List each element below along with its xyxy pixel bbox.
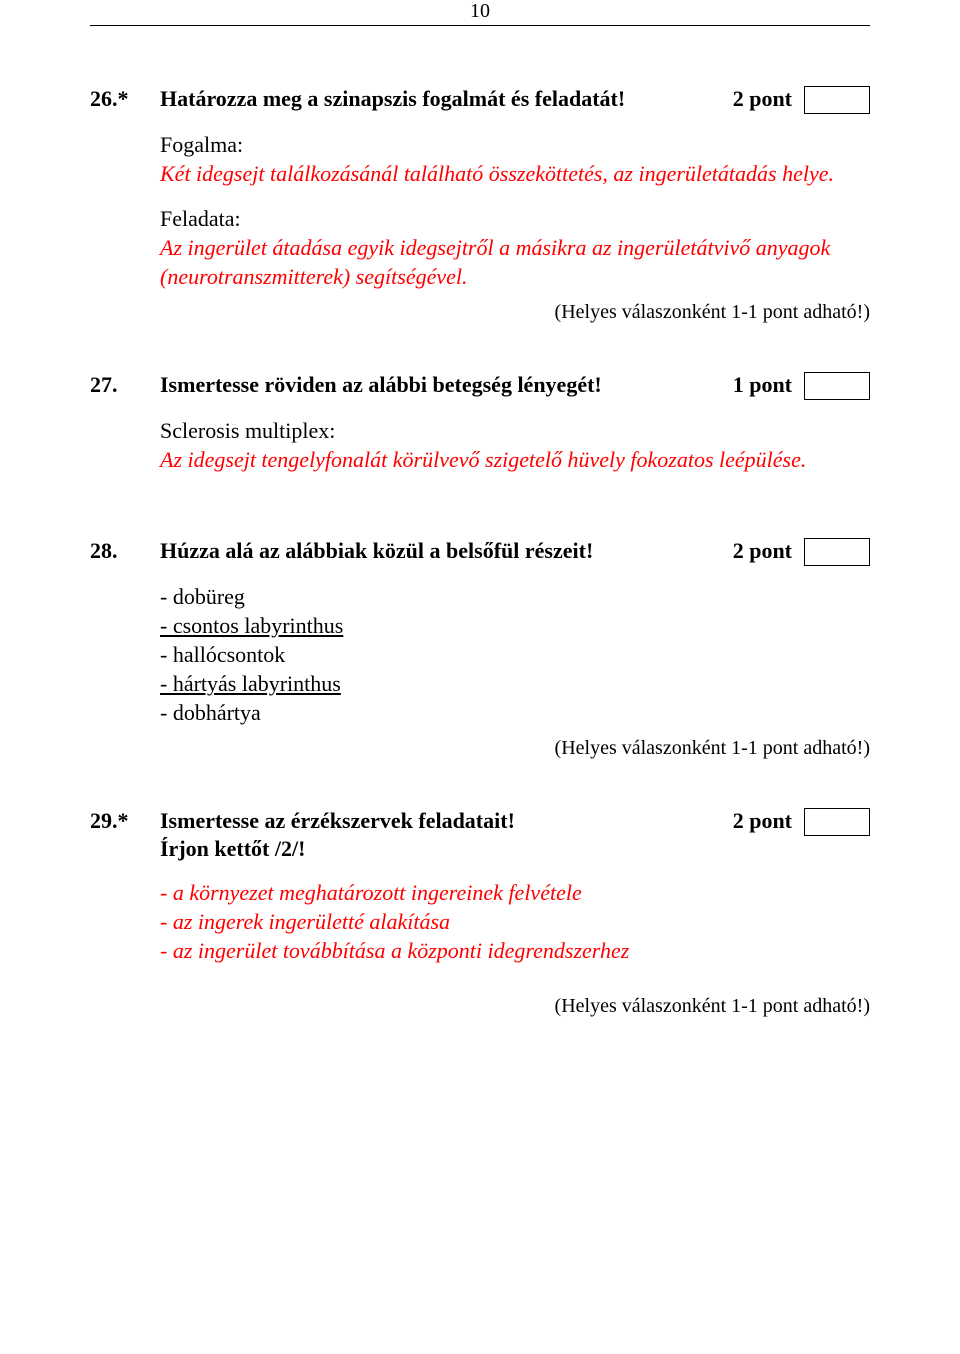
list-item: - dobhártya: [160, 698, 870, 727]
score-box[interactable]: [804, 538, 870, 566]
list-item-underlined: - csontos labyrinthus: [160, 611, 870, 640]
question-29: 29.* Ismertesse az érzékszervek feladata…: [90, 808, 870, 1018]
question-26: 26.* Határozza meg a szinapszis fogalmát…: [90, 86, 870, 324]
score-box-container: [800, 372, 870, 400]
question-title-text: Ismertesse az érzékszervek feladatait!: [160, 808, 515, 833]
question-number: 29.*: [90, 808, 160, 834]
question-number: 26.*: [90, 86, 160, 112]
question-subtitle: Írjon kettőt /2/!: [160, 836, 700, 862]
page-number: 10: [90, 0, 870, 23]
question-points: 2 pont: [710, 86, 800, 112]
question-points: 2 pont: [710, 538, 800, 564]
score-box[interactable]: [804, 86, 870, 114]
question-body: Sclerosis multiplex: Az idegsejt tengely…: [160, 416, 870, 474]
answer-list-item: - az ingerek ingerületté alakítása: [160, 907, 870, 936]
list-item-underlined: - hártyás labyrinthus: [160, 669, 870, 698]
answer-list-item: - a környezet meghatározott ingereinek f…: [160, 878, 870, 907]
page: 10 26.* Határozza meg a szinapszis fogal…: [0, 0, 960, 1354]
scoring-note: (Helyes válaszonként 1-1 pont adható!): [90, 737, 870, 760]
question-27: 27. Ismertesse röviden az alábbi betegsé…: [90, 372, 870, 474]
score-box-container: [800, 86, 870, 114]
score-box-container: [800, 538, 870, 566]
section-answer: Két idegsejt találkozásánál található ös…: [160, 159, 870, 188]
question-28: 28. Húzza alá az alábbiak közül a belsőf…: [90, 538, 870, 760]
question-points: 2 pont: [710, 808, 800, 834]
score-box[interactable]: [804, 808, 870, 836]
question-title: Határozza meg a szinapszis fogalmát és f…: [160, 86, 710, 112]
score-box-container: [800, 808, 870, 836]
section-feladata: Feladata: Az ingerület átadása egyik ide…: [160, 204, 870, 291]
section-sclerosis: Sclerosis multiplex: Az idegsejt tengely…: [160, 416, 870, 474]
section-answer: Az idegsejt tengelyfonalát körülvevő szi…: [160, 445, 870, 474]
score-box[interactable]: [804, 372, 870, 400]
section-label: Sclerosis multiplex:: [160, 416, 870, 445]
list-item: - hallócsontok: [160, 640, 870, 669]
question-header: 28. Húzza alá az alábbiak közül a belsőf…: [90, 538, 870, 566]
question-points: 1 pont: [710, 372, 800, 398]
question-title: Ismertesse az érzékszervek feladatait! Í…: [160, 808, 710, 862]
question-number: 28.: [90, 538, 160, 564]
section-label: Fogalma:: [160, 130, 870, 159]
scoring-note: (Helyes válaszonként 1-1 pont adható!): [90, 301, 870, 324]
header-rule: [90, 25, 870, 26]
question-header: 26.* Határozza meg a szinapszis fogalmát…: [90, 86, 870, 114]
scoring-note: (Helyes válaszonként 1-1 pont adható!): [90, 995, 870, 1018]
question-body: - dobüreg - csontos labyrinthus - hallóc…: [160, 582, 870, 727]
section-label: Feladata:: [160, 204, 870, 233]
list-item: - dobüreg: [160, 582, 870, 611]
question-header: 27. Ismertesse röviden az alábbi betegsé…: [90, 372, 870, 400]
question-number: 27.: [90, 372, 160, 398]
question-body: - a környezet meghatározott ingereinek f…: [160, 878, 870, 965]
section-fogalma: Fogalma: Két idegsejt találkozásánál tal…: [160, 130, 870, 188]
question-title: Ismertesse röviden az alábbi betegség lé…: [160, 372, 710, 398]
question-body: Fogalma: Két idegsejt találkozásánál tal…: [160, 130, 870, 291]
answer-list-item: - az ingerület továbbítása a központi id…: [160, 936, 870, 965]
section-answer: Az ingerület átadása egyik idegsejtről a…: [160, 233, 870, 291]
question-title: Húzza alá az alábbiak közül a belsőfül r…: [160, 538, 710, 564]
question-header: 29.* Ismertesse az érzékszervek feladata…: [90, 808, 870, 862]
